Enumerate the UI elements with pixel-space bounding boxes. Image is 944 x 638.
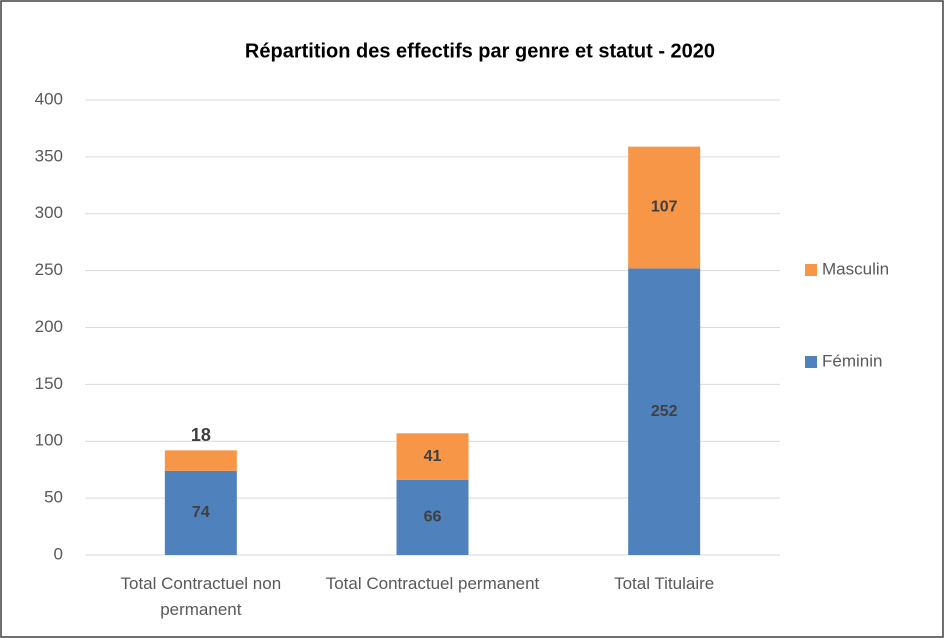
chart-title: Répartition des effectifs par genre et s… (245, 40, 715, 62)
y-tick-label: 350 (35, 146, 63, 165)
bar-segment (164, 450, 237, 471)
x-tick-label: Total Contractuel permanent (326, 574, 540, 593)
y-tick-label: 200 (35, 317, 63, 336)
y-tick-label: 300 (35, 203, 63, 222)
y-tick-label: 50 (44, 488, 63, 507)
bar-segment (628, 268, 701, 555)
legend-label: Masculin (822, 259, 889, 278)
y-tick-label: 250 (35, 260, 63, 279)
legend-label: Féminin (822, 351, 882, 370)
legend-swatch (805, 264, 817, 276)
data-label: 107 (651, 199, 678, 216)
y-tick-label: 150 (35, 374, 63, 393)
data-label: 41 (424, 448, 442, 465)
data-label: 66 (424, 509, 442, 526)
x-tick-label: Total Titulaire (614, 574, 714, 593)
y-tick-label: 0 (54, 544, 63, 563)
legend-swatch (805, 356, 817, 368)
bar-segment (164, 470, 237, 555)
x-tick-label: Total Contractuel non permanent (121, 574, 282, 619)
data-label: 252 (651, 403, 678, 420)
data-label: 74 (192, 504, 210, 521)
bar-segment (396, 479, 469, 555)
y-tick-label: 400 (35, 89, 63, 108)
bar-segment (628, 146, 701, 269)
data-label: 18 (191, 425, 211, 445)
bar-segment (396, 433, 469, 480)
y-tick-label: 100 (35, 431, 63, 450)
